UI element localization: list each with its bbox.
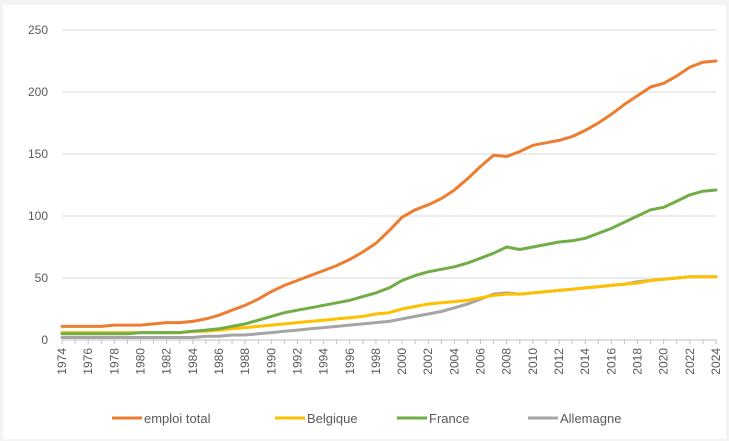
x-tick-label: 1976 — [81, 348, 95, 375]
y-tick-label: 0 — [41, 333, 48, 347]
x-tick-label: 1992 — [290, 348, 304, 375]
x-tick-label: 2022 — [683, 348, 697, 375]
x-tick-label: 2002 — [421, 348, 435, 375]
legend-label-france: France — [429, 411, 469, 426]
x-tick-label: 2016 — [604, 348, 618, 375]
x-tick-label: 1984 — [186, 348, 200, 375]
y-tick-label: 50 — [35, 271, 49, 285]
legend-label-emploi-total: emploi total — [144, 411, 211, 426]
x-tick-label: 2010 — [526, 348, 540, 375]
x-tick-label: 1990 — [264, 348, 278, 375]
x-tick-label: 2000 — [395, 348, 409, 375]
x-tick-label: 2008 — [500, 348, 514, 375]
y-tick-label: 250 — [28, 23, 48, 37]
series-line-france — [60, 188, 718, 336]
x-tick-label: 1986 — [212, 348, 226, 375]
x-tick-label: 2020 — [657, 348, 671, 375]
x-tick-label: 1988 — [238, 348, 252, 375]
x-tick-label: 1998 — [369, 348, 383, 375]
y-tick-label: 200 — [28, 85, 48, 99]
x-tick-label: 2012 — [552, 348, 566, 375]
legend-label-belgique: Belgique — [307, 411, 358, 426]
legend-label-allemagne: Allemagne — [560, 411, 621, 426]
y-tick-label: 100 — [28, 209, 48, 223]
y-tick-label: 150 — [28, 147, 48, 161]
x-tick-label: 1980 — [133, 348, 147, 375]
x-tick-label: 2006 — [474, 348, 488, 375]
x-tick-label: 1996 — [343, 348, 357, 375]
x-tick-label: 2024 — [709, 348, 723, 375]
chart-area — [3, 5, 726, 439]
x-tick-label: 1982 — [160, 348, 174, 375]
x-tick-label: 2018 — [631, 348, 645, 375]
x-tick-label: 2014 — [578, 348, 592, 375]
series-line-emploi-total — [60, 59, 718, 328]
x-tick-label: 1974 — [55, 348, 69, 375]
x-tick-label: 1994 — [317, 348, 331, 375]
x-tick-label: 1978 — [107, 348, 121, 375]
x-tick-label: 2004 — [447, 348, 461, 375]
